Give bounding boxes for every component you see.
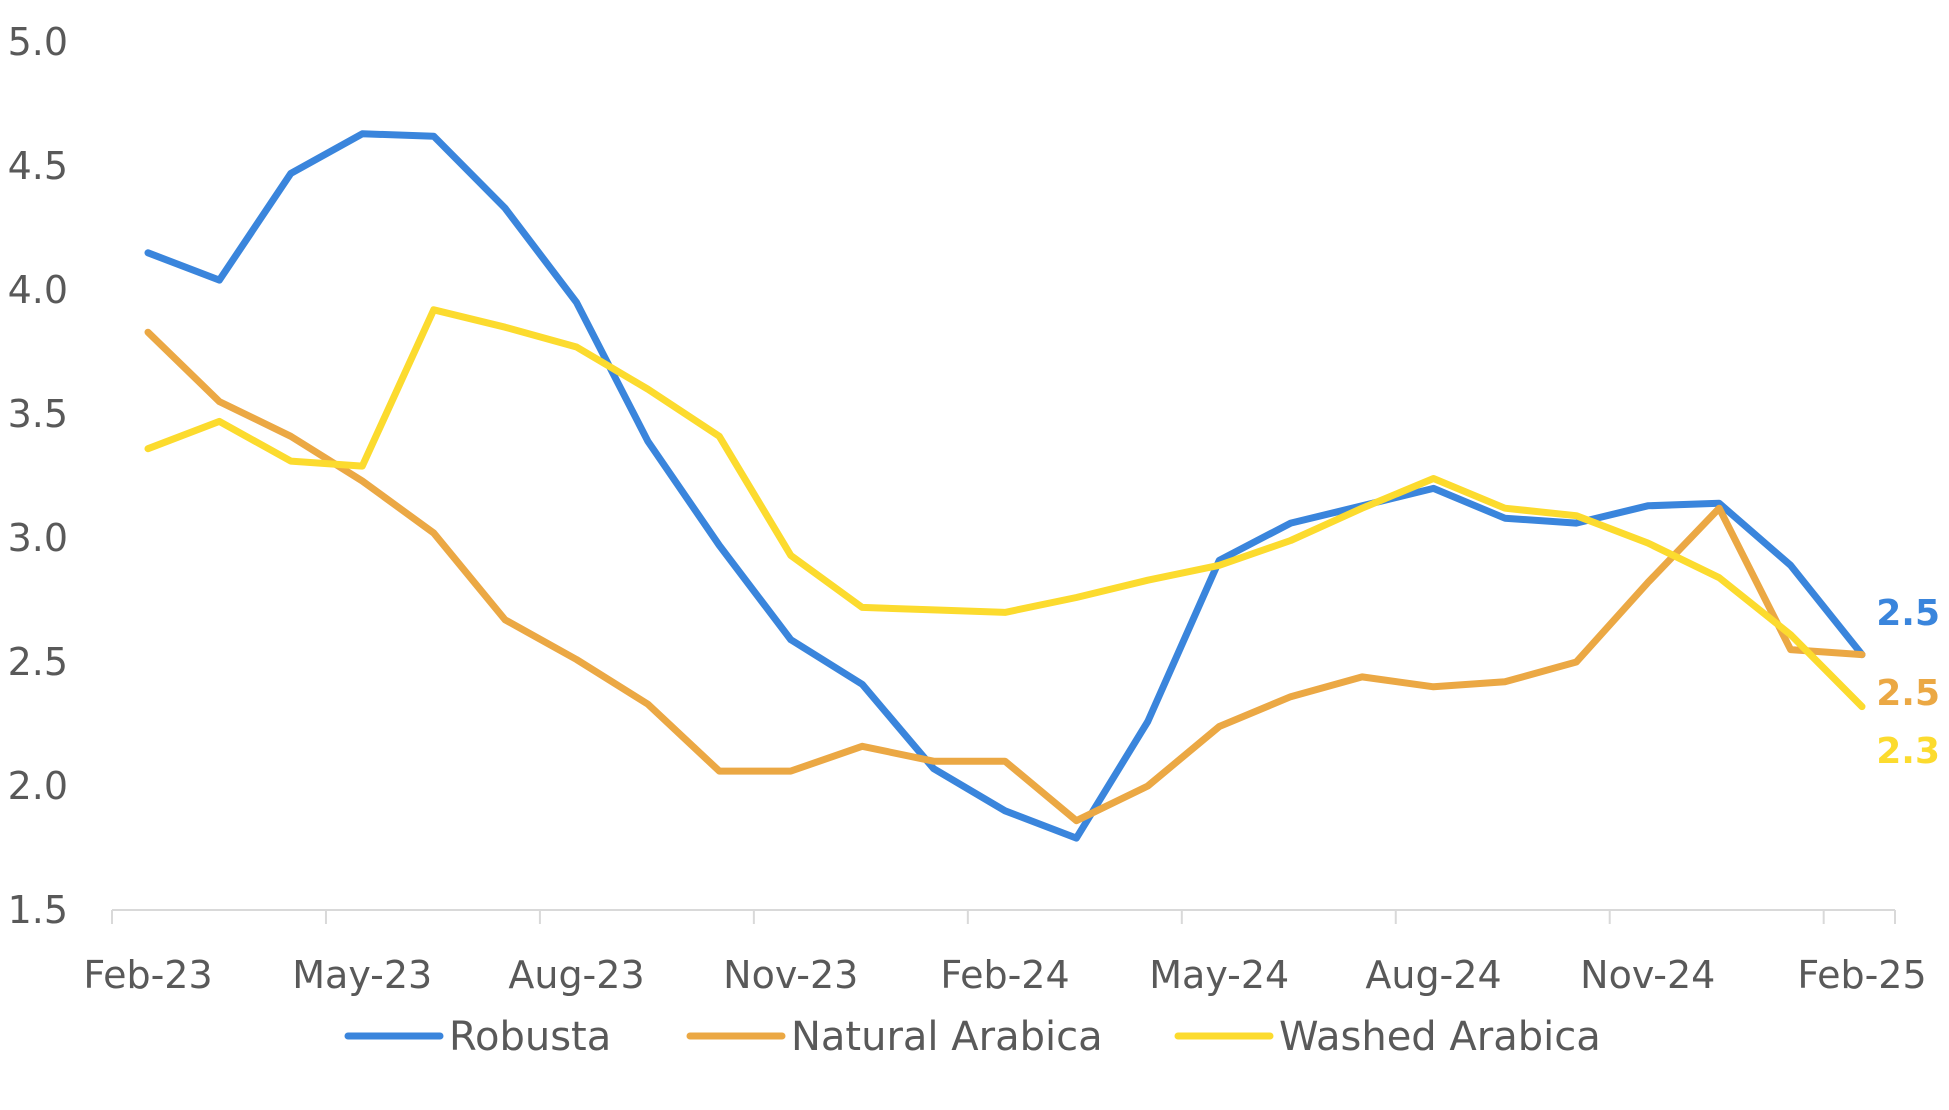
end-label-washed-arabica: 2.3 bbox=[1876, 731, 1940, 772]
x-tick-label: May-23 bbox=[292, 953, 432, 997]
x-tick-label: May-24 bbox=[1149, 953, 1289, 997]
series-line-washed-arabica bbox=[144, 306, 1866, 711]
y-tick-label: 5.0 bbox=[8, 20, 68, 64]
legend-label: Robusta bbox=[449, 1014, 611, 1060]
x-tick-label: Aug-24 bbox=[1365, 953, 1501, 997]
series-lines bbox=[144, 130, 1866, 842]
legend-label: Natural Arabica bbox=[791, 1014, 1103, 1060]
end-label-natural-arabica: 2.5 bbox=[1876, 673, 1940, 714]
x-tick-label: Nov-23 bbox=[723, 953, 858, 997]
y-tick-label: 1.5 bbox=[8, 888, 68, 932]
y-tick-label: 2.0 bbox=[8, 764, 68, 808]
legend: Robusta Natural Arabica Washed Arabica bbox=[344, 1014, 1601, 1060]
y-tick-label: 2.5 bbox=[8, 640, 68, 684]
x-tick-label: Nov-24 bbox=[1580, 953, 1715, 997]
end-label-robusta: 2.5 bbox=[1876, 593, 1940, 634]
y-tick-label: 3.5 bbox=[8, 392, 68, 436]
x-tick-label: Feb-25 bbox=[1797, 953, 1926, 997]
y-tick-label: 4.5 bbox=[8, 144, 68, 188]
x-tick-label: Aug-23 bbox=[508, 953, 644, 997]
axes: 1.5 2.0 2.5 3.0 3.5 4.0 4.5 5.0 Feb-23 May-23 Aug-… bbox=[8, 20, 1927, 997]
y-tick-label: 4.0 bbox=[8, 268, 68, 312]
y-tick-label: 3.0 bbox=[8, 516, 68, 560]
legend-label: Washed Arabica bbox=[1279, 1014, 1601, 1060]
x-tick-label: Feb-23 bbox=[83, 953, 212, 997]
end-labels: 2.5 2.5 2.3 bbox=[1876, 593, 1940, 772]
series-line-robusta bbox=[144, 130, 1866, 842]
x-tick-label: Feb-24 bbox=[940, 953, 1069, 997]
series-line-natural-arabica bbox=[144, 328, 1866, 825]
